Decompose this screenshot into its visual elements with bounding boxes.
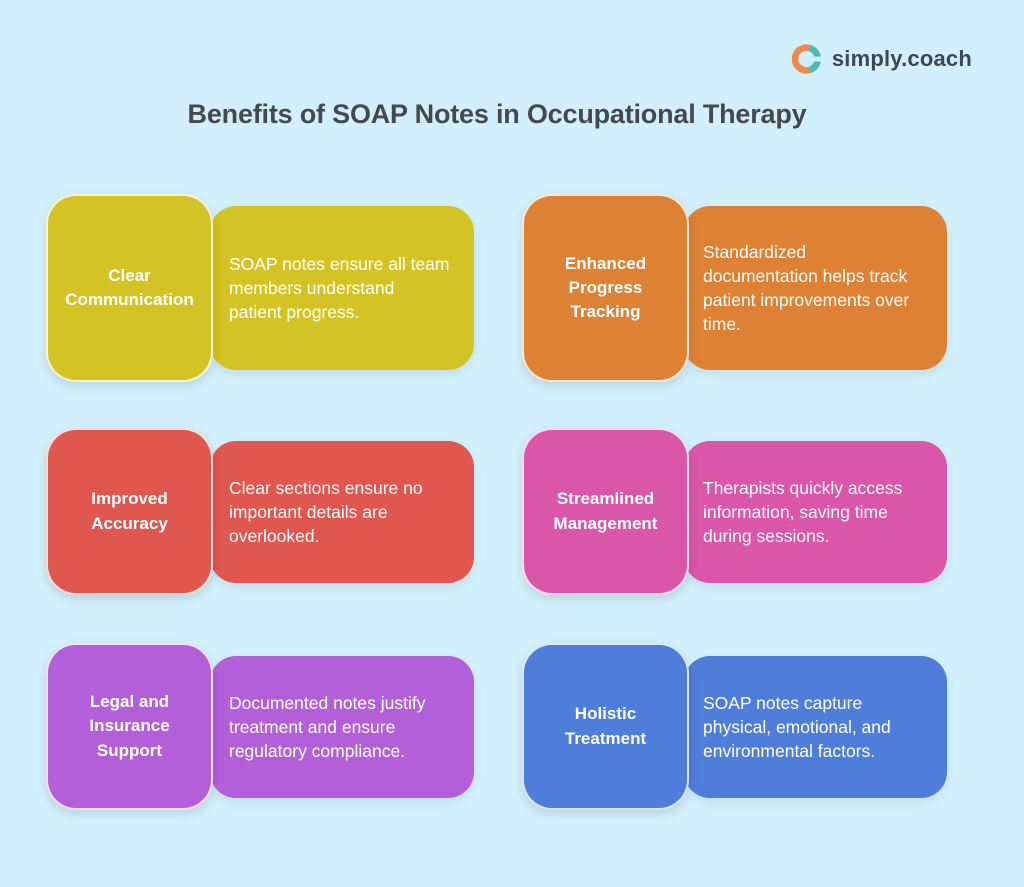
logo-slot (804, 56, 823, 62)
benefit-description: Standardized documentation helps track p… (684, 206, 947, 370)
benefit-description: SOAP notes capture physical, emotional, … (684, 656, 947, 798)
benefit-label: Holistic Treatment (522, 643, 689, 810)
benefit-description: SOAP notes ensure all team members under… (210, 206, 474, 370)
brand-name: simply.coach (831, 46, 972, 71)
page-title: Benefits of SOAP Notes in Occupational T… (187, 99, 807, 129)
benefit-description: Therapists quickly access information, s… (684, 441, 947, 583)
simply-coach-logo: simply.coach (791, 43, 972, 75)
benefit-description: Documented notes justify treatment and e… (210, 656, 474, 798)
benefit-description: Clear sections ensure no important detai… (210, 441, 474, 583)
benefit-label: Legal and Insurance Support (46, 643, 213, 810)
logo-arc-orange (791, 44, 814, 74)
benefit-label: Enhanced Progress Tracking (522, 194, 689, 382)
benefit-label: Improved Accuracy (46, 428, 213, 595)
simply-coach-logo-icon (791, 44, 823, 74)
benefit-label: Streamlined Management (522, 428, 689, 595)
benefit-label: Clear Communication (46, 194, 213, 382)
